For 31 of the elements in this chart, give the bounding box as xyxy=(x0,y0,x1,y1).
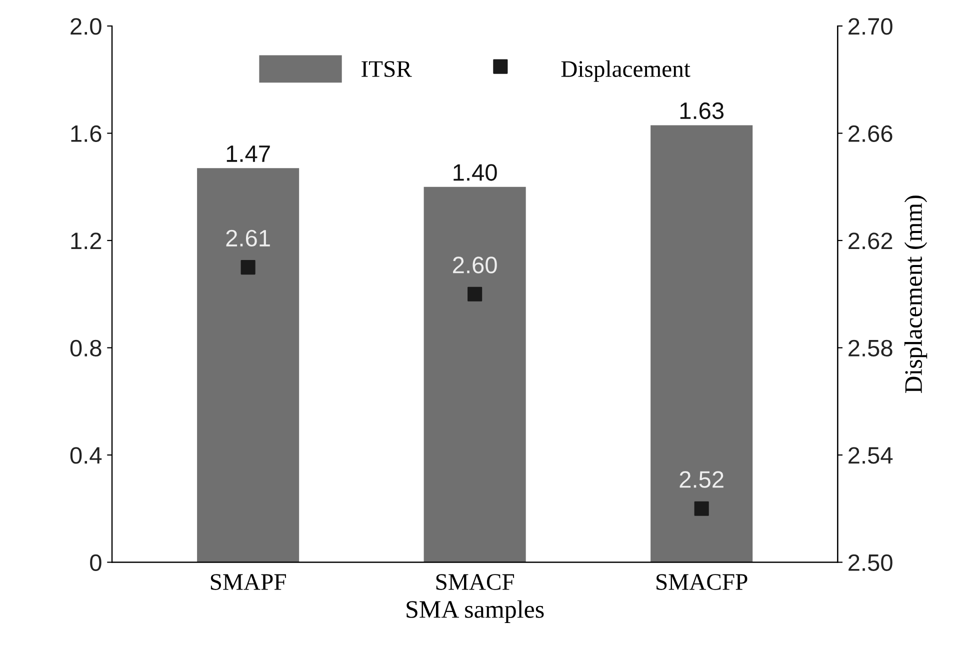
x-axis-title: SMA samples xyxy=(406,600,544,623)
y-tick-label: 1.6 xyxy=(71,125,102,142)
y-tick-label: 0 xyxy=(90,554,102,572)
data-label: 1.63 xyxy=(680,102,724,120)
legend-label: Displacement xyxy=(561,60,690,82)
y2-tick-label: 2.50 xyxy=(848,554,892,572)
data-label: 1.47 xyxy=(226,146,270,162)
data-label: 1.40 xyxy=(454,164,497,181)
bar xyxy=(650,125,753,562)
y-tick-label: 0.4 xyxy=(70,447,102,464)
legend-label: ITSR xyxy=(362,61,412,78)
y2-tick-label: 2.66 xyxy=(848,125,892,142)
y2-tick-label: 2.58 xyxy=(848,340,892,357)
data-label: 2.52 xyxy=(680,471,724,488)
x-tick-label: SMACF xyxy=(436,574,514,590)
y2-axis-title: Displacement (mm) xyxy=(904,196,928,394)
bar xyxy=(424,186,526,562)
data-label: 2.60 xyxy=(453,256,497,274)
data-label: 2.61 xyxy=(226,230,270,247)
y-tick-label: 2.0 xyxy=(70,18,102,35)
y-tick-label: 1.2 xyxy=(71,232,102,250)
bar xyxy=(197,168,300,562)
y2-tick-label: 2.70 xyxy=(848,18,892,35)
y-tick-label: 0.8 xyxy=(70,340,102,357)
y2-tick-label: 2.62 xyxy=(848,232,892,250)
x-tick-label: SMAPF xyxy=(210,574,286,590)
point xyxy=(694,501,709,516)
x-tick-label: SMACFP xyxy=(656,574,748,590)
point xyxy=(468,286,482,302)
y2-tick-label: 2.54 xyxy=(848,447,893,464)
point xyxy=(240,260,256,275)
